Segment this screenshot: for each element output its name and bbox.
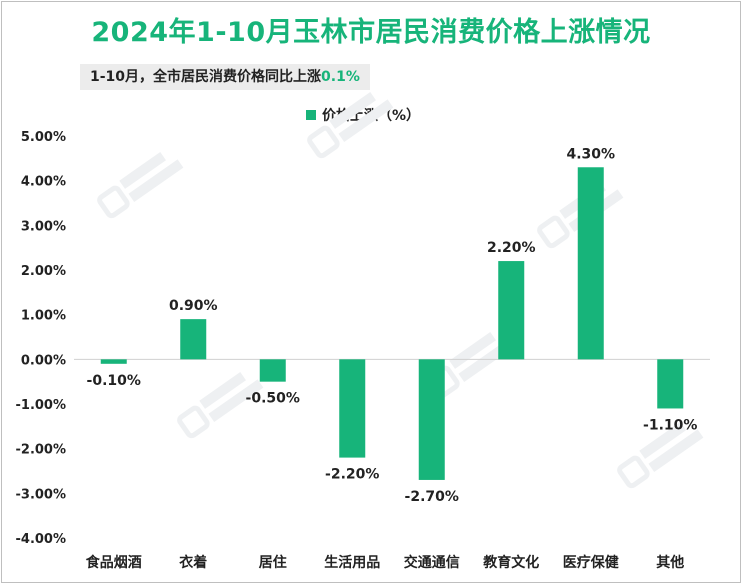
data-label: 2.20% [487,240,536,256]
x-category-label: 食品烟酒 [86,554,142,571]
y-tick-label: -2.00% [16,443,67,458]
y-tick-label: 5.00% [21,130,66,145]
watermark-layer [97,92,704,489]
data-label: 0.90% [169,298,218,314]
data-label: 4.30% [566,146,615,162]
data-label: -2.70% [405,489,459,505]
data-label: -2.20% [325,467,379,483]
axis-layer: 5.00% 4.00% 3.00% 2.00% 1.00% 0.00% -1.00% -2.0… [16,130,710,571]
y-tick-label: 2.00% [21,264,66,279]
chart-title: 2024年1-10月玉林市居民消费价格上涨情况 [91,17,651,48]
bar-衣着 [180,319,207,360]
subtitle-text: 1-10月，全市居民消费价格同比上涨 [90,69,322,85]
x-category-label: 交通通信 [404,554,460,571]
bar-生活用品 [339,359,366,458]
data-label: -0.10% [87,373,141,389]
x-category-label: 生活用品 [324,554,380,571]
bar-医疗保健 [577,167,604,360]
y-tick-label: 1.00% [21,309,66,324]
x-category-label: 其他 [656,554,684,571]
bar-居住 [259,359,286,382]
watermark-mark [97,152,184,219]
x-category-label: 衣着 [179,554,207,571]
bar-交通通信 [418,359,445,480]
watermark-mark [307,92,394,159]
subtitle-highlight: 0.1% [321,69,360,85]
subtitle-box: 1-10月，全市居民消费价格同比上涨0.1% [80,64,370,90]
x-category-label: 教育文化 [483,554,539,571]
watermark-mark [177,372,264,439]
y-tick-label: -1.00% [16,398,67,413]
labels-layer: -0.10% 0.90% -0.50% -2.20% -2.70% 2.20% 4.30% -… [87,146,698,505]
x-category-label: 居住 [259,554,287,571]
data-label: -0.50% [246,391,300,407]
bar-其他 [657,359,684,409]
bars-layer [100,167,684,480]
y-tick-label: 4.00% [21,175,66,190]
data-label: -1.10% [643,417,697,433]
y-tick-label: -3.00% [16,487,67,502]
y-tick-label: -4.00% [16,532,67,547]
bar-教育文化 [498,261,525,360]
bar-食品烟酒 [100,359,127,364]
x-category-label: 医疗保健 [563,554,619,571]
y-tick-label: 0.00% [21,353,66,368]
legend-swatch [306,110,316,120]
watermark-mark [617,422,704,489]
y-tick-label: 3.00% [21,219,66,234]
